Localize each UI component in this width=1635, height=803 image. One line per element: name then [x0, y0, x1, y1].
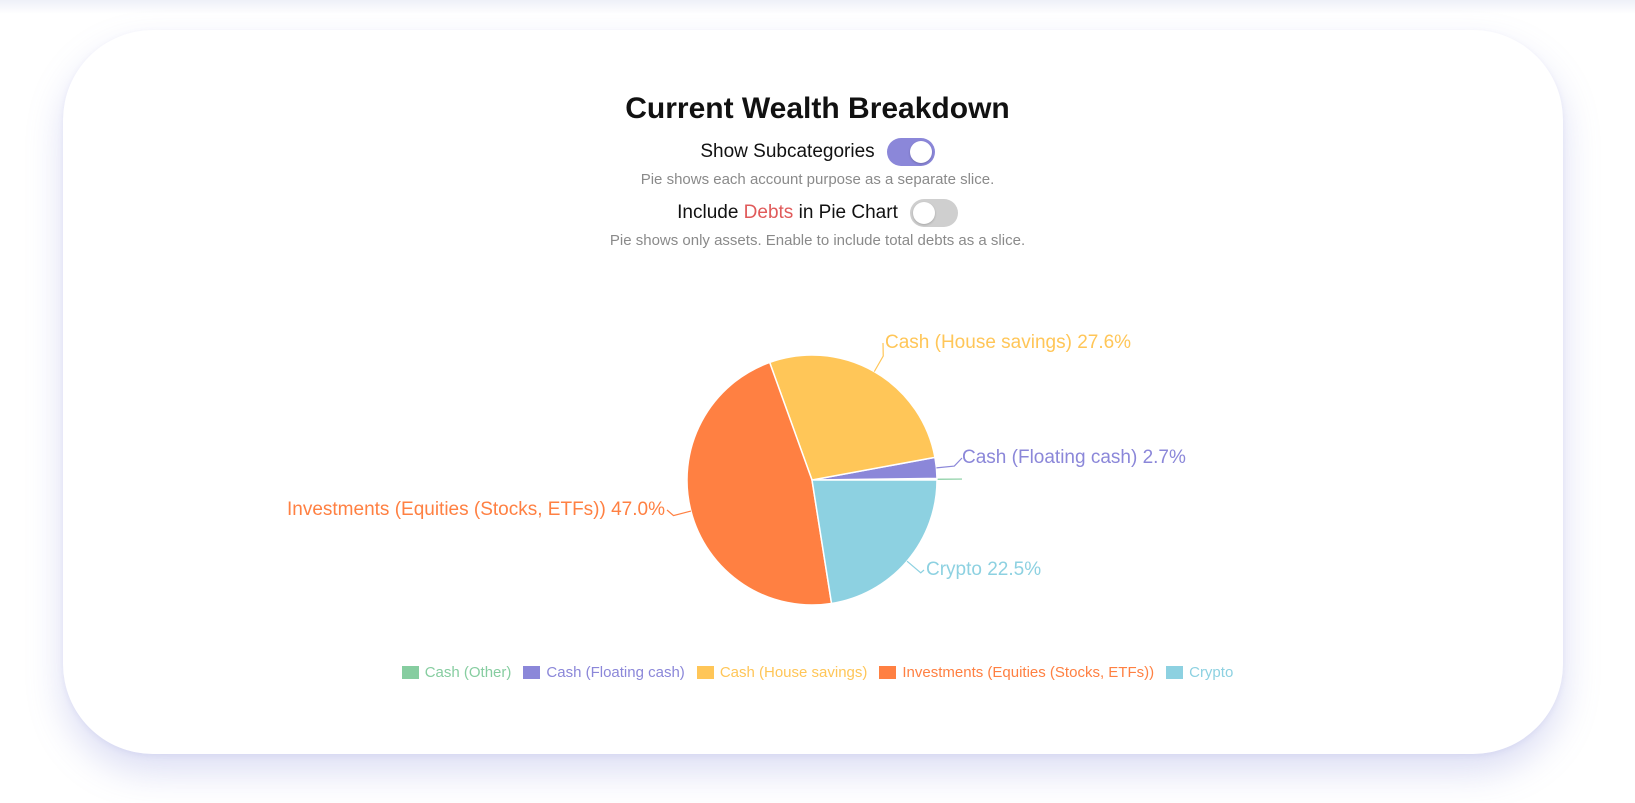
- slice-label: Investments (Equities (Stocks, ETFs)) 47…: [287, 499, 665, 520]
- legend-swatch: [879, 666, 897, 679]
- subcategories-toggle-row: Show Subcategories: [0, 138, 1635, 166]
- debts-toggle-label: Include Debts in Pie Chart: [677, 202, 898, 224]
- legend-swatch: [1166, 666, 1184, 679]
- legend-item[interactable]: Crypto: [1166, 664, 1233, 681]
- legend-label: Cash (House savings): [719, 664, 868, 681]
- pie-slice-investments-equities-stocks-etfs[interactable]: [686, 361, 833, 606]
- debts-label-highlight: Debts: [743, 202, 794, 223]
- chart-legend: Cash (Other) Cash (Floating cash) Cash (Ho…: [0, 664, 1635, 681]
- legend-swatch: [401, 666, 419, 679]
- label-leader-line: [936, 457, 963, 469]
- subcategories-description-text: Pie shows each account purpose as a sepa…: [640, 171, 995, 188]
- label-leader-line: [873, 342, 884, 372]
- debts-toggle-row: Include Debts in Pie Chart: [0, 199, 1635, 227]
- toggle-knob: [912, 202, 935, 224]
- debts-label-before: Include: [677, 202, 744, 223]
- debts-description: Pie shows only assets. Enable to include…: [0, 230, 1635, 251]
- legend-label: Cash (Other): [424, 664, 512, 681]
- toggle-knob: [909, 141, 932, 163]
- legend-item[interactable]: Cash (House savings): [696, 664, 868, 681]
- label-leader-line: [666, 509, 692, 517]
- slice-label: Cash (House savings) 27.6%: [885, 332, 1131, 353]
- top-fade: [0, 0, 1635, 14]
- subcategories-toggle-switch[interactable]: [886, 138, 935, 166]
- legend-item[interactable]: Cash (Other): [401, 664, 512, 681]
- legend-swatch: [523, 666, 541, 679]
- legend-label: Investments (Equities (Stocks, ETFs)): [902, 664, 1155, 681]
- legend-label: Cash (Floating cash): [546, 664, 685, 681]
- chart-title: Current Wealth Breakdown: [625, 92, 1010, 125]
- legend-label: Crypto: [1189, 664, 1234, 681]
- slice-label: Crypto 22.5%: [926, 559, 1041, 580]
- debts-description-text: Pie shows only assets. Enable to include…: [609, 232, 1026, 249]
- subcategories-description: Pie shows each account purpose as a sepa…: [0, 169, 1635, 190]
- legend-item[interactable]: Cash (Floating cash): [523, 664, 685, 681]
- subcategories-toggle-label: Show Subcategories: [700, 141, 875, 162]
- debts-toggle-switch[interactable]: [909, 199, 958, 227]
- debts-label-after: in Pie Chart: [793, 202, 898, 223]
- legend-swatch: [696, 666, 714, 679]
- pie-slice-crypto[interactable]: [811, 479, 938, 605]
- legend-item[interactable]: Investments (Equities (Stocks, ETFs)): [879, 664, 1154, 681]
- slice-label: Cash (Floating cash) 2.7%: [962, 447, 1186, 468]
- label-leader-line: [906, 560, 925, 574]
